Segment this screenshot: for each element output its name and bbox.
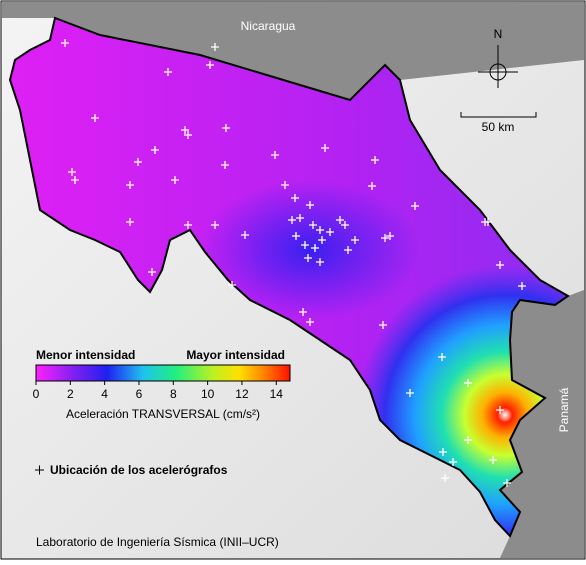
station-marker	[449, 458, 457, 466]
station-marker	[371, 156, 379, 164]
station-marker	[221, 161, 229, 169]
station-marker	[321, 144, 329, 152]
station-marker	[126, 181, 134, 189]
station-marker	[134, 158, 142, 166]
station-marker	[148, 268, 156, 276]
panama-land	[500, 290, 584, 558]
station-marker	[441, 474, 449, 482]
legend-stations: Ubicación de los acelerógrafos	[50, 463, 228, 477]
station-marker	[503, 479, 511, 487]
station-marker	[344, 246, 352, 254]
colorbar-tick-label: 2	[67, 387, 74, 401]
station-marker	[184, 221, 192, 229]
station-marker	[439, 448, 447, 456]
station-marker	[228, 281, 236, 289]
colorbar-tick-label: 10	[201, 387, 215, 401]
station-marker	[316, 226, 324, 234]
colorbar-tick-label: 4	[101, 387, 108, 401]
station-marker	[222, 124, 230, 132]
station-marker	[496, 261, 504, 269]
station-marker	[318, 236, 326, 244]
station-marker	[288, 216, 296, 224]
station-marker	[126, 218, 134, 226]
station-marker	[206, 61, 214, 69]
colorbar-high: Mayor intensidad	[186, 348, 285, 362]
station-marker	[438, 353, 446, 361]
station-marker	[496, 406, 504, 414]
station-marker	[71, 176, 79, 184]
station-marker	[171, 176, 179, 184]
station-marker	[301, 241, 309, 249]
station-marker	[484, 218, 492, 226]
station-marker	[406, 389, 414, 397]
station-marker	[292, 232, 300, 240]
station-marker	[309, 221, 317, 229]
nicaragua-land	[2, 2, 584, 100]
station-marker	[211, 43, 219, 51]
station-marker	[464, 436, 472, 444]
station-marker	[381, 234, 389, 242]
station-marker	[311, 244, 319, 252]
station-marker	[336, 216, 344, 224]
station-marker	[151, 146, 159, 154]
station-marker	[306, 201, 314, 209]
station-marker	[351, 236, 359, 244]
station-marker	[281, 181, 289, 189]
station-marker	[91, 114, 99, 122]
station-marker	[518, 282, 526, 290]
colorbar-ramp	[35, 364, 291, 382]
station-marker	[296, 214, 304, 222]
station-marker	[291, 194, 299, 202]
colorbar-tick-label: 6	[136, 387, 143, 401]
label-nicaragua: Nicaragua	[241, 19, 296, 33]
station-marker	[326, 228, 334, 236]
station-marker	[489, 456, 497, 464]
label-panama: Panamá	[557, 387, 571, 432]
station-marker	[271, 151, 279, 159]
colorbar-title: Aceleración TRANSVERSAL (cm/s²)	[66, 407, 260, 421]
station-marker	[368, 182, 376, 190]
station-marker	[241, 231, 249, 239]
scale-label: 50 km	[482, 120, 515, 134]
station-marker	[411, 202, 419, 210]
north-arrow: N	[478, 27, 518, 88]
station-marker	[379, 321, 387, 329]
station-marker	[211, 221, 219, 229]
station-marker	[306, 318, 314, 326]
colorbar-tick-label: 8	[170, 387, 177, 401]
station-marker	[464, 379, 472, 387]
north-label: N	[494, 27, 503, 41]
station-marker	[386, 232, 394, 240]
station-marker	[341, 221, 349, 229]
station-marker	[164, 68, 172, 76]
colorbar-tick-label: 12	[235, 387, 249, 401]
station-marker	[61, 39, 69, 47]
station-marker	[68, 168, 76, 176]
stations	[61, 39, 526, 487]
station-marker	[181, 126, 189, 134]
station-marker	[316, 258, 324, 266]
scale-bar: 50 km	[460, 112, 537, 134]
station-marker	[299, 308, 307, 316]
colorbar: Menor intensidad Mayor intensidad Aceler…	[33, 348, 291, 421]
legend: Ubicación de los acelerógrafos	[35, 463, 228, 477]
colorbar-low: Menor intensidad	[36, 348, 135, 362]
colorbar-tick-label: 14	[270, 387, 284, 401]
station-marker	[304, 254, 312, 262]
colorbar-tick-label: 0	[33, 387, 40, 401]
station-marker	[184, 131, 192, 139]
credit: Laboratorio de Ingeniería Sísmica (INII–…	[36, 535, 279, 549]
